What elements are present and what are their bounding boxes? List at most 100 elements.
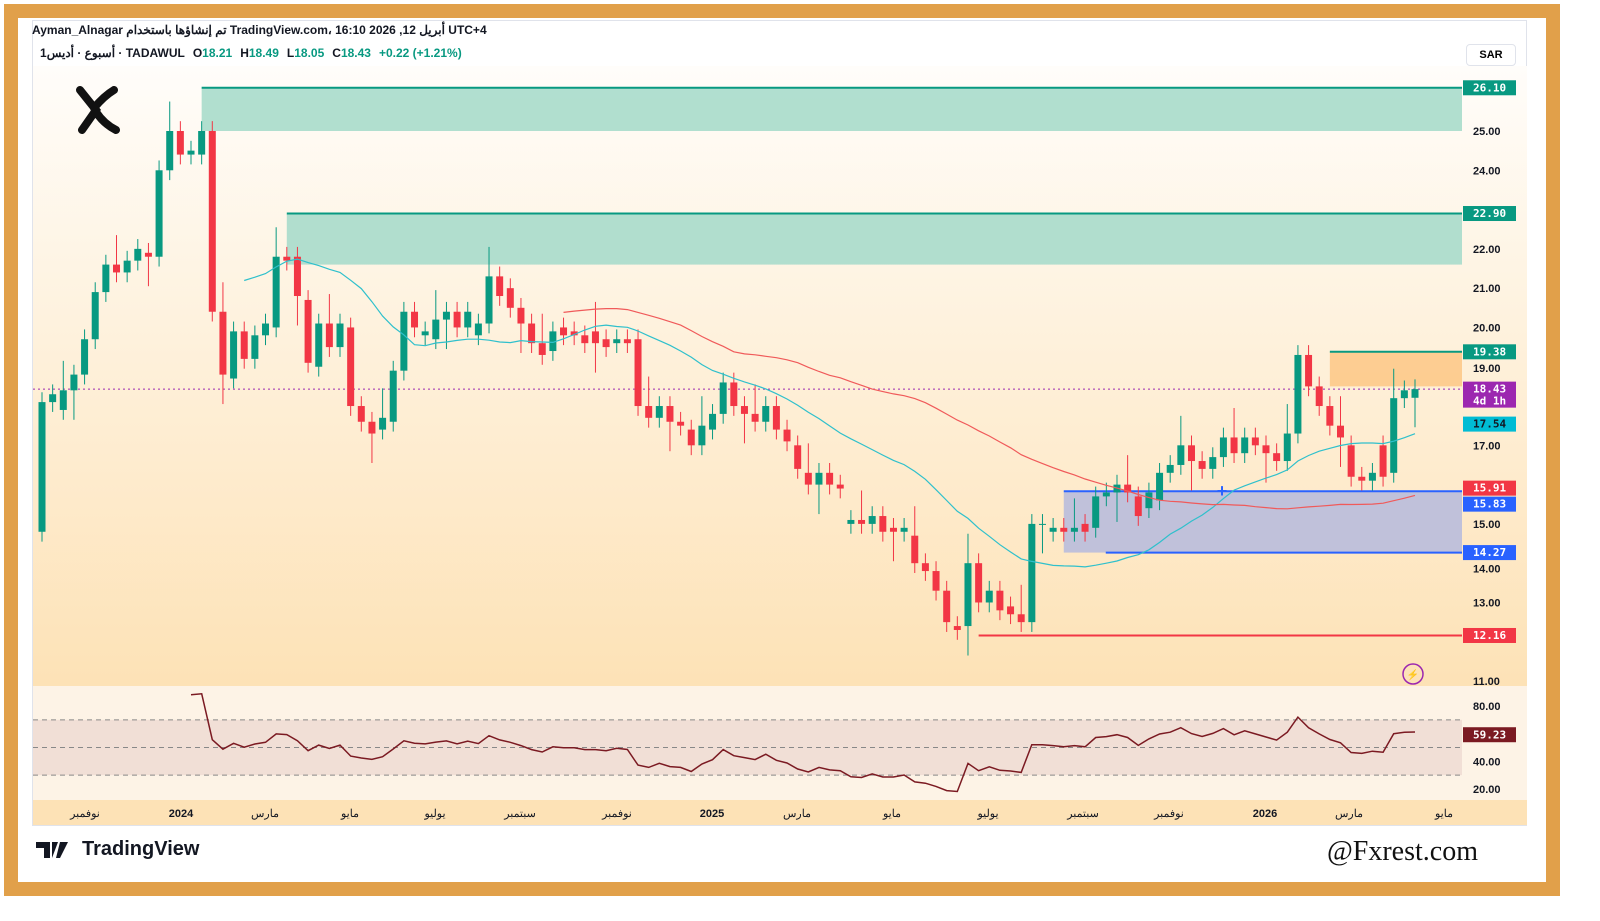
candle-body: [889, 527, 897, 532]
candle-body: [655, 406, 663, 418]
candle-body: [1028, 523, 1036, 623]
candle-body: [645, 406, 653, 418]
candle-body: [325, 323, 333, 348]
tradingview-logo[interactable]: TradingView: [36, 838, 199, 861]
symbol-label[interactable]: 1أسبوع · أديس · TADAWUL: [40, 46, 185, 60]
price-label-tag: [1463, 381, 1516, 408]
candle-body: [1060, 527, 1068, 532]
candle-body: [389, 370, 397, 422]
candle-body: [70, 374, 78, 391]
low-value: 18.05: [294, 46, 325, 60]
time-tick-label: نوفمبر: [1153, 808, 1184, 820]
candle-body: [144, 252, 152, 257]
candle-body: [634, 339, 642, 407]
candle-body: [985, 590, 993, 603]
close-value: 18.43: [340, 46, 371, 60]
price-label-tag: [1463, 496, 1516, 512]
candle-body: [166, 131, 174, 171]
candle-body: [240, 331, 248, 359]
price-label-text: 22.90: [1473, 207, 1506, 220]
candle-body: [230, 331, 238, 379]
price-pane-background: [33, 66, 1527, 686]
candle-body: [1070, 527, 1078, 532]
candle-body: [1177, 445, 1185, 465]
candle-body: [1102, 492, 1110, 497]
price-tick-label: 14.00: [1473, 564, 1501, 576]
candle-body: [762, 406, 770, 422]
candle-body: [155, 170, 163, 257]
candle-body: [517, 307, 525, 324]
candle-body: [1283, 433, 1291, 462]
candle-body: [1166, 464, 1174, 473]
ma-fast-line: [244, 258, 1416, 568]
time-tick-label: مارس: [1335, 808, 1363, 820]
price-label-tag: [1463, 545, 1516, 561]
price-label-text: 17.54: [1473, 418, 1506, 431]
candle-body: [91, 292, 99, 340]
price-tick-label: 11.00: [1473, 676, 1500, 688]
candle-body: [549, 331, 557, 352]
candle-body: [1198, 461, 1206, 469]
candle-body: [826, 472, 834, 485]
candle-body: [964, 563, 972, 627]
candle-body: [59, 390, 67, 410]
candle-body: [293, 256, 301, 297]
candle-body: [1273, 453, 1281, 462]
currency-button[interactable]: SAR: [1466, 44, 1516, 66]
watermark: @Fxrest.com: [1327, 836, 1478, 867]
time-tick-label: مارس: [251, 808, 279, 820]
price-label-text: 12.16: [1473, 629, 1506, 642]
candle-body: [1209, 457, 1217, 469]
candle-body: [666, 406, 674, 422]
candle-body: [400, 311, 408, 371]
chart-attribution: Ayman_Alnagar تم إنشاؤها باستخدام Tradin…: [32, 23, 487, 37]
candle-body: [1315, 386, 1323, 407]
candle-body: [485, 276, 493, 324]
high-label: H: [240, 46, 249, 60]
candle-body: [943, 590, 951, 623]
ohlc-legend: 1أسبوع · أديس · TADAWUL O18.21 H18.49 L1…: [40, 46, 462, 60]
candle-body: [709, 413, 717, 430]
candle-body: [421, 331, 429, 336]
candle-body: [496, 276, 504, 297]
candle-body: [687, 429, 695, 446]
candle-body: [506, 288, 514, 308]
time-axis-background: [33, 800, 1527, 825]
time-tick-label: مارس: [783, 808, 811, 820]
time-tick-label: نوفمبر: [601, 808, 632, 820]
high-value: 18.49: [248, 46, 279, 60]
candle-body: [1368, 472, 1376, 481]
candle-body: [868, 516, 876, 524]
time-tick-label: 2025: [700, 808, 724, 820]
time-tick-label: يوليو: [976, 808, 998, 820]
candle-body: [283, 256, 291, 261]
candle-body: [1124, 484, 1132, 493]
rsi-tick-label: 80.00: [1473, 701, 1501, 713]
lightning-glyph: ⚡: [1407, 668, 1419, 681]
price-label-text: 19.38: [1473, 345, 1506, 358]
candle-body: [113, 264, 121, 273]
candle-body: [719, 382, 727, 414]
tv-logo-icon: [36, 841, 68, 858]
candle-body: [623, 339, 631, 344]
candle-body: [38, 402, 46, 532]
candle-body: [794, 445, 802, 469]
time-tick-label: مايو: [882, 808, 901, 820]
candle-body: [613, 339, 621, 344]
candle-body: [815, 472, 823, 485]
candle-body: [1305, 354, 1313, 387]
candle-body: [677, 421, 685, 426]
candle-body: [208, 131, 216, 312]
candle-body: [1390, 398, 1398, 473]
price-tick-label: 24.00: [1473, 165, 1501, 177]
candle-body: [1081, 523, 1089, 532]
rsi-tick-label: 40.00: [1473, 756, 1501, 768]
price-label-text: 26.10: [1473, 81, 1506, 94]
candle-body: [740, 406, 748, 414]
candle-body: [836, 484, 844, 489]
demand-zone: [1063, 491, 1462, 553]
candle-body: [1145, 492, 1153, 509]
candle-body: [347, 327, 355, 407]
time-tick-label: 2026: [1253, 808, 1277, 820]
